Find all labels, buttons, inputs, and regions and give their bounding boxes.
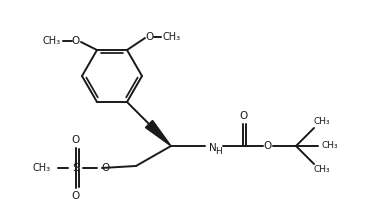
Polygon shape: [146, 121, 171, 146]
Text: S: S: [73, 163, 80, 173]
Text: O: O: [102, 163, 110, 173]
Text: CH₃: CH₃: [163, 32, 181, 42]
Text: O: O: [72, 191, 80, 201]
Text: CH₃: CH₃: [33, 163, 51, 173]
Text: O: O: [239, 111, 247, 121]
Text: O: O: [146, 32, 154, 42]
Text: O: O: [72, 135, 80, 145]
Text: O: O: [264, 141, 272, 151]
Text: CH₃: CH₃: [43, 36, 61, 46]
Text: CH₃: CH₃: [314, 166, 330, 174]
Text: H: H: [216, 147, 222, 157]
Text: CH₃: CH₃: [314, 117, 330, 127]
Text: O: O: [72, 36, 80, 46]
Text: CH₃: CH₃: [322, 142, 338, 151]
Text: N: N: [209, 143, 217, 153]
